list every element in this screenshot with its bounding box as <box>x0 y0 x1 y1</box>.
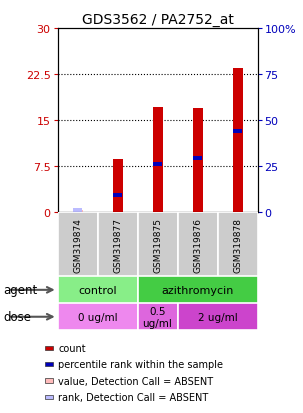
Text: count: count <box>58 343 86 353</box>
Bar <box>233 130 242 134</box>
Bar <box>193 157 202 161</box>
Bar <box>58 277 138 304</box>
Text: GSM319877: GSM319877 <box>113 217 122 272</box>
Bar <box>45 395 53 399</box>
Bar <box>193 109 202 213</box>
Text: GSM319876: GSM319876 <box>193 217 202 272</box>
Text: GSM319874: GSM319874 <box>73 217 82 272</box>
Text: agent: agent <box>3 284 37 297</box>
Text: azithromycin: azithromycin <box>161 285 234 295</box>
Bar <box>45 346 53 350</box>
Bar <box>58 304 138 330</box>
Bar <box>178 213 218 277</box>
Bar <box>138 213 178 277</box>
Text: 0 ug/ml: 0 ug/ml <box>78 312 117 322</box>
Bar <box>98 213 138 277</box>
Text: GSM319878: GSM319878 <box>233 217 242 272</box>
Bar <box>45 362 53 366</box>
Bar <box>152 107 162 213</box>
Text: value, Detection Call = ABSENT: value, Detection Call = ABSENT <box>58 376 213 386</box>
Bar <box>232 69 242 213</box>
Title: GDS3562 / PA2752_at: GDS3562 / PA2752_at <box>82 12 234 26</box>
Bar <box>73 209 82 213</box>
Bar <box>218 213 258 277</box>
Bar <box>113 159 122 213</box>
Bar <box>73 211 82 213</box>
Bar <box>58 213 98 277</box>
Bar <box>178 304 258 330</box>
Text: 0.5
ug/ml: 0.5 ug/ml <box>143 306 172 328</box>
Text: dose: dose <box>3 311 31 323</box>
Text: control: control <box>78 285 117 295</box>
Text: rank, Detection Call = ABSENT: rank, Detection Call = ABSENT <box>58 392 208 402</box>
Text: GSM319875: GSM319875 <box>153 217 162 272</box>
Bar <box>138 304 178 330</box>
Text: percentile rank within the sample: percentile rank within the sample <box>58 359 223 369</box>
Text: 2 ug/ml: 2 ug/ml <box>198 312 238 322</box>
Bar <box>138 277 258 304</box>
Bar <box>153 163 162 167</box>
Bar <box>113 193 122 198</box>
Bar <box>45 379 53 383</box>
